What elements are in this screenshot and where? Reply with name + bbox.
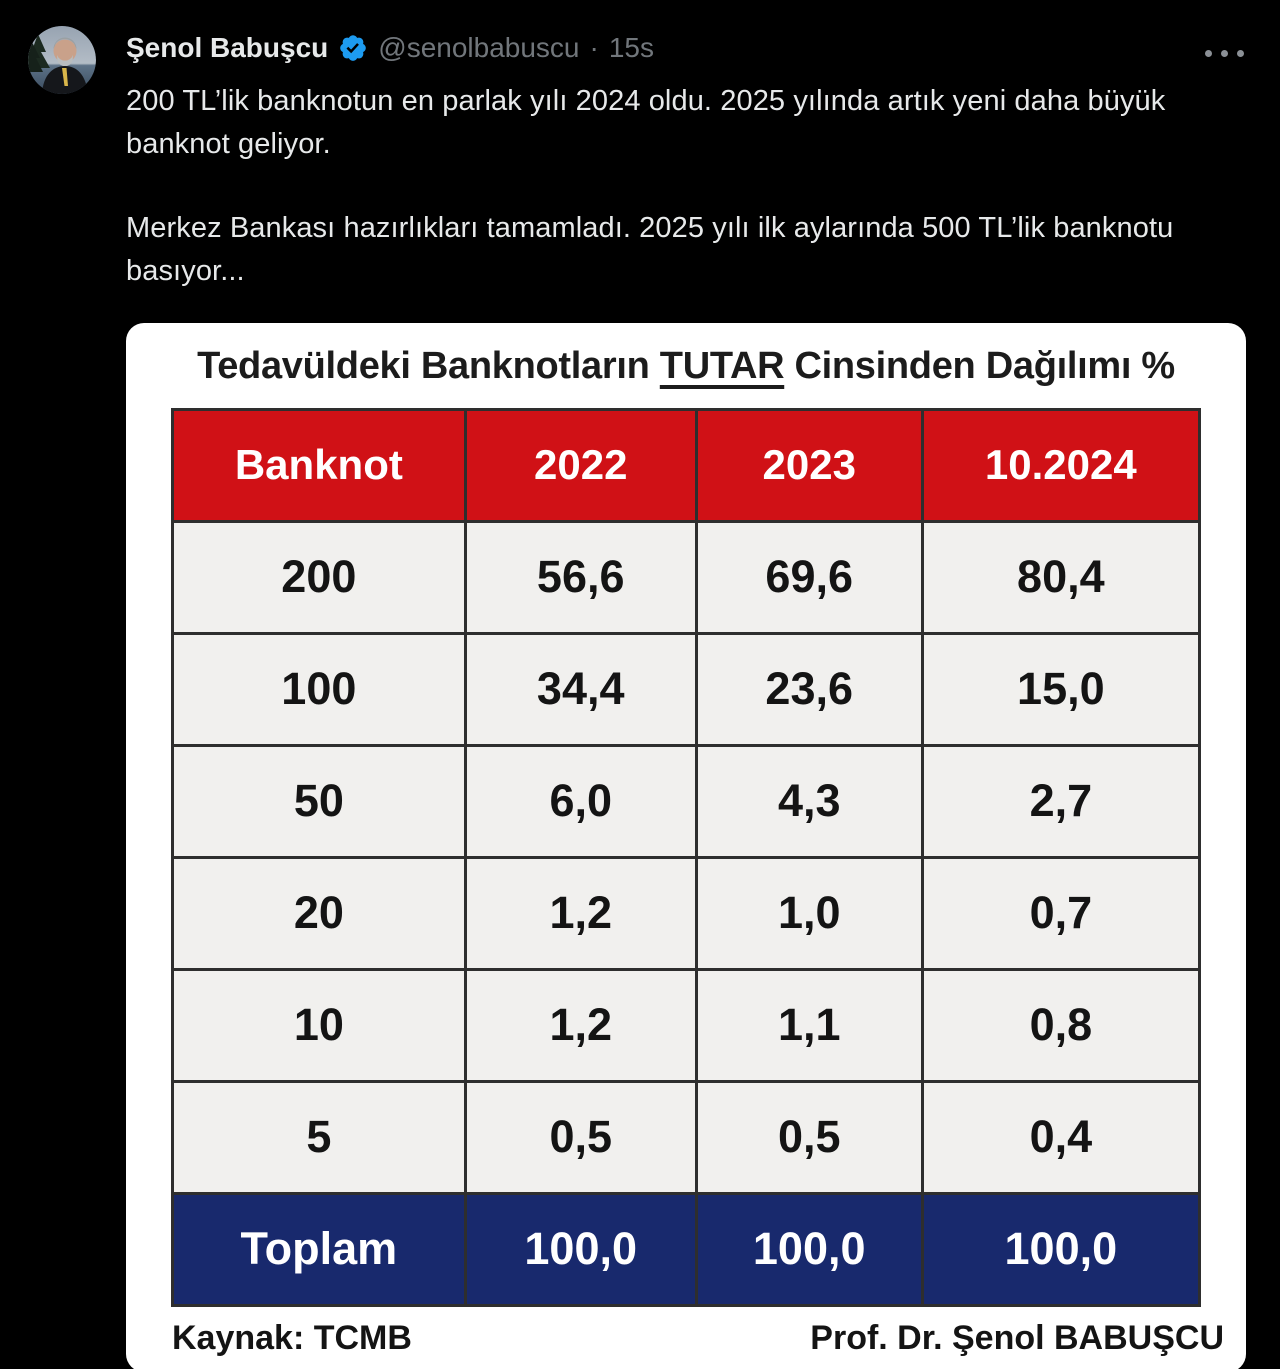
avatar[interactable]: [28, 26, 96, 94]
table-cell: 50: [171, 743, 467, 859]
banknote-distribution-table: Banknot 2022 2023 10.2024 200 56,6 69,6 …: [171, 407, 1202, 1307]
timestamp[interactable]: 15s: [608, 32, 654, 63]
table-cell: 0,7: [920, 855, 1202, 971]
table-cell: 5: [171, 1079, 467, 1195]
author-handle[interactable]: @senolbabuscu: [378, 32, 580, 63]
verified-badge-icon: [338, 33, 368, 63]
table-cell: 100: [171, 631, 467, 747]
meta-separator: ·: [589, 32, 599, 63]
more-button[interactable]: [1202, 36, 1246, 70]
author-name[interactable]: Şenol Babuşcu: [126, 32, 329, 63]
table-cell: 69,6: [694, 519, 924, 635]
tweet-paragraph-2: Merkez Bankası hazırlıkları tamamladı. 2…: [126, 212, 1174, 287]
table-row: 5 0,5 0,5 0,4: [171, 1079, 1202, 1195]
table-row: 20 1,2 1,0 0,7: [171, 855, 1202, 971]
table-total-row: Toplam 100,0 100,0 100,0: [171, 1191, 1202, 1307]
tweet-content: Şenol Babuşcu @senolbabuscu · 15s 200 TL…: [126, 26, 1252, 1369]
table-cell: 0,5: [694, 1079, 924, 1195]
table-cell: 10: [171, 967, 467, 1083]
table-cell: 15,0: [920, 631, 1202, 747]
credit-label: Prof. Dr. Şenol BABUŞCU: [810, 1318, 1224, 1357]
table-cell: 200: [171, 519, 467, 635]
table-cell: 6,0: [463, 743, 698, 859]
table-cell: 2,7: [920, 743, 1202, 859]
table-header-cell: 2023: [694, 407, 924, 523]
table-header-row: Banknot 2022 2023 10.2024: [171, 407, 1202, 523]
more-icon: [1204, 49, 1244, 57]
table-title: Tedavüldeki Banknotların TUTAR Cinsinden…: [126, 341, 1246, 388]
tweet-header: Şenol Babuşcu @senolbabuscu · 15s: [126, 26, 1252, 64]
table-cell: 0,5: [463, 1079, 698, 1195]
table-total-cell: 100,0: [463, 1191, 698, 1307]
tweet-text: 200 TL’lik banknotun en parlak yılı 2024…: [126, 80, 1252, 293]
table-total-cell: 100,0: [920, 1191, 1202, 1307]
table-cell: 20: [171, 855, 467, 971]
table-cell: 1,2: [463, 967, 698, 1083]
table-cell: 0,8: [920, 967, 1202, 1083]
table-total-cell: 100,0: [694, 1191, 924, 1307]
avatar-photo: [28, 26, 96, 94]
table-header-cell: Banknot: [171, 407, 467, 523]
table-cell: 34,4: [463, 631, 698, 747]
table-title-prefix: Tedavüldeki Banknotların: [197, 344, 660, 387]
source-label: Kaynak: TCMB: [172, 1318, 412, 1357]
table-row: 100 34,4 23,6 15,0: [171, 631, 1202, 747]
table-cell: 4,3: [694, 743, 924, 859]
table-footer: Kaynak: TCMB Prof. Dr. Şenol BABUŞCU: [126, 1307, 1246, 1369]
table-header-cell: 2022: [463, 407, 698, 523]
table-cell: 56,6: [463, 519, 698, 635]
table-title-emphasis: TUTAR: [659, 344, 785, 387]
table-cell: 80,4: [920, 519, 1202, 635]
table-row: 50 6,0 4,3 2,7: [171, 743, 1202, 859]
table-header-cell: 10.2024: [920, 407, 1202, 523]
table-title-suffix: Cinsinden Dağılımı %: [784, 344, 1175, 387]
table-cell: 0,4: [920, 1079, 1202, 1195]
table-cell: 23,6: [694, 631, 924, 747]
table-cell: 1,1: [694, 967, 924, 1083]
tweet-media[interactable]: Tedavüldeki Banknotların TUTAR Cinsinden…: [126, 322, 1246, 1369]
table-cell: 1,0: [694, 855, 924, 971]
table-total-cell: Toplam: [171, 1191, 467, 1307]
table-cell: 1,2: [463, 855, 698, 971]
table-row: 200 56,6 69,6 80,4: [171, 519, 1202, 635]
tweet-paragraph-1: 200 TL’lik banknotun en parlak yılı 2024…: [126, 85, 1166, 160]
table-row: 10 1,2 1,1 0,8: [171, 967, 1202, 1083]
